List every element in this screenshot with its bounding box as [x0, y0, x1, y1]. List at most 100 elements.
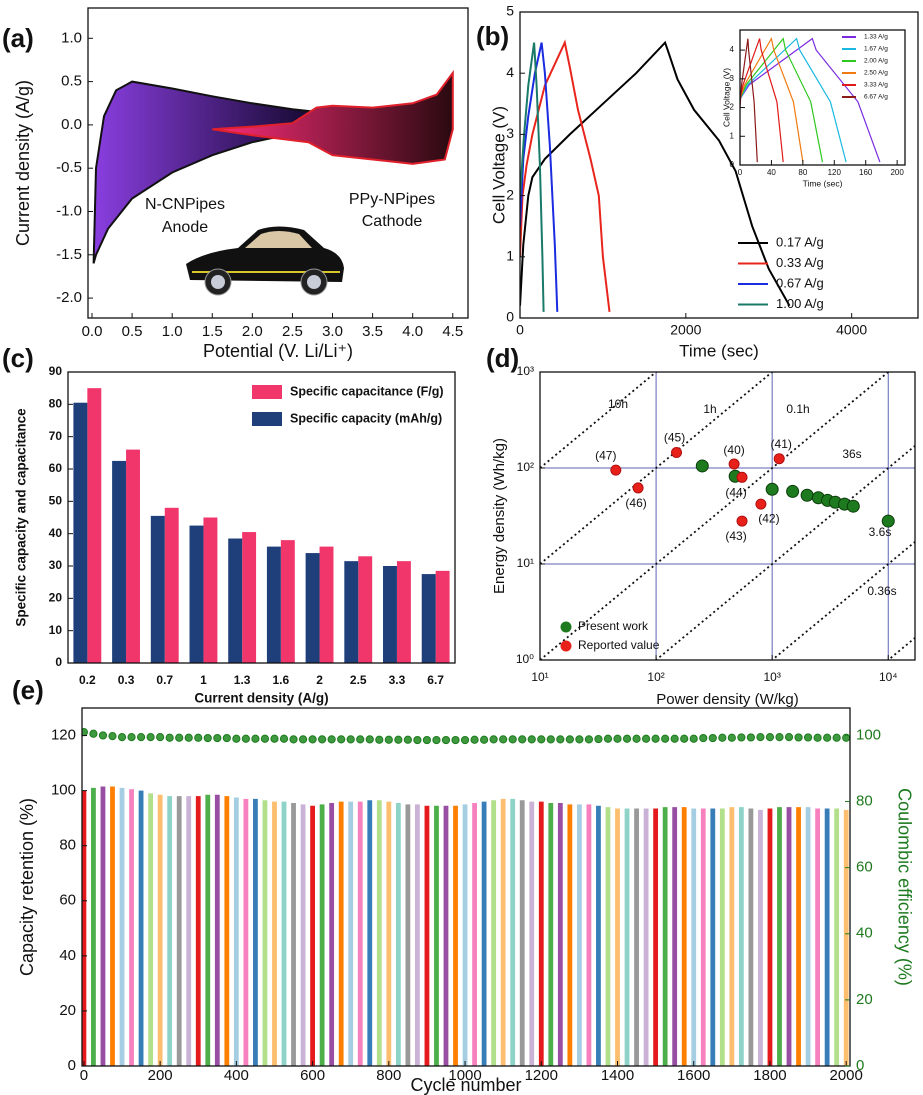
efficiency-point [832, 733, 841, 742]
bar [189, 525, 204, 663]
bar [567, 804, 573, 1066]
y-tick-label: 10² [517, 460, 534, 474]
x-tick-label: 400 [224, 1067, 249, 1084]
panel-label: (a) [2, 23, 34, 53]
point [846, 499, 860, 513]
bar [319, 546, 334, 663]
x-tick-label: 10¹ [531, 670, 548, 684]
bar [748, 808, 754, 1066]
bar [338, 801, 344, 1066]
bar [481, 801, 487, 1066]
y-tick-label: 4 [506, 64, 514, 80]
legend-label: 0.67 A/g [776, 275, 824, 290]
bar [691, 808, 697, 1066]
time-label: 0.1h [786, 402, 809, 416]
point [736, 471, 748, 483]
efficiency-point [661, 734, 670, 743]
time-label: 3.6s [869, 525, 892, 539]
y-tick-label: 0 [55, 655, 62, 669]
efficiency-point [756, 732, 765, 742]
efficiency-point [327, 735, 336, 744]
efficiency-point [356, 735, 365, 744]
efficiency-point [727, 733, 736, 742]
y-tick-label: 90 [49, 364, 63, 378]
y2-tick-label: 40 [856, 925, 873, 942]
bar [421, 574, 436, 663]
efficiency-point [422, 735, 432, 745]
bar [443, 805, 449, 1066]
efficiency-point [784, 732, 794, 742]
bar [843, 809, 849, 1066]
panel-label: (c) [2, 343, 34, 373]
point-label: (46) [625, 496, 646, 510]
car-illustration [186, 226, 344, 296]
legend-label: 3.33 A/g [864, 82, 888, 89]
x-tick-label: 2.5 [350, 673, 367, 687]
x-tick-label: 0.5 [122, 323, 143, 340]
bar [367, 800, 373, 1066]
x-axis-label: Time (sec) [679, 341, 759, 360]
point [728, 458, 740, 470]
efficiency-point [270, 734, 279, 743]
bar [662, 807, 668, 1066]
bar [491, 800, 497, 1066]
efficiency-point [641, 734, 651, 743]
cv-area [212, 69, 454, 165]
y-axis-label: Cell Voltage (V) [721, 68, 731, 127]
y-tick-label: 60 [59, 892, 76, 909]
x-axis-label: Current density (A/g) [194, 691, 328, 706]
curve [740, 38, 784, 163]
bar [164, 507, 179, 663]
efficiency-point [194, 733, 203, 742]
plot-marks [540, 372, 915, 660]
bar [310, 805, 315, 1066]
curve [520, 40, 791, 307]
plot-background [540, 372, 915, 660]
y-tick-label: -2.0 [56, 289, 82, 306]
plot-marks [82, 728, 850, 1066]
y-tick-label: -1.5 [56, 246, 82, 263]
x-tick-label: 2 [316, 673, 323, 687]
efficiency-point [746, 733, 756, 742]
efficiency-point [575, 735, 584, 744]
bar [319, 804, 325, 1066]
x-tick-label: 1.5 [202, 323, 223, 340]
legend-label: 1.67 A/g [864, 46, 888, 53]
bar [87, 388, 102, 663]
y-tick-label: -1.0 [56, 202, 82, 219]
bar [305, 553, 320, 663]
x-tick-label: 1 [200, 673, 207, 687]
panel-label: (d) [486, 343, 519, 373]
bar [228, 538, 243, 663]
bar [796, 807, 801, 1066]
annotation: PPy-NPipes [349, 191, 435, 208]
bar [119, 787, 125, 1066]
efficiency-point [251, 734, 260, 743]
efficiency-point [318, 735, 327, 744]
legend-label: Reported value [578, 638, 660, 652]
y-tick-label: 30 [49, 558, 63, 572]
bar [758, 809, 763, 1066]
efficiency-point [565, 735, 574, 744]
efficiency-point [803, 733, 813, 742]
efficiency-point [527, 735, 536, 744]
efficiency-point [632, 734, 641, 743]
efficiency-point [289, 735, 298, 744]
efficiency-point [413, 735, 422, 745]
y-tick-label: 0.0 [61, 116, 82, 133]
panels: 0.0 0.5 1.0 1.5 2.0 2.5 3.0 3.5 4.0 4.5 -2.0 -1.5 -1… [2, 3, 919, 1095]
bar [280, 540, 295, 663]
bar [777, 807, 782, 1066]
y-tick-label: 3 [506, 125, 514, 141]
y2-tick-label: 80 [856, 793, 873, 810]
bar [519, 800, 525, 1066]
bar [262, 800, 268, 1066]
x-tick-label: 3.0 [322, 323, 343, 340]
bar [538, 801, 544, 1066]
efficiency-point [117, 732, 127, 742]
x-tick-label: 2.5 [282, 323, 303, 340]
y-tick-label: 20 [59, 1002, 76, 1019]
plot-marks [740, 36, 881, 163]
efficiency-point [556, 735, 565, 744]
bar [710, 808, 716, 1066]
